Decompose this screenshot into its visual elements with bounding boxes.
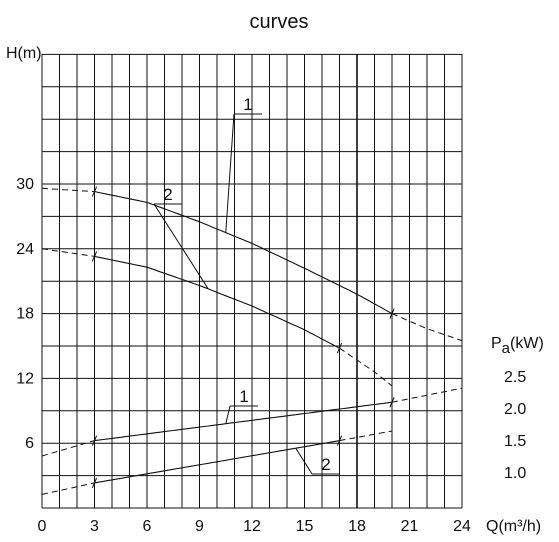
curves-layer: 1 2 1 2 xyxy=(41,95,463,495)
curve-label-leader xyxy=(295,447,313,475)
left-tick-label: 24 xyxy=(16,241,34,258)
curve-H-1 xyxy=(94,191,393,315)
curve-P-1 xyxy=(94,401,393,442)
x-tick-label: 18 xyxy=(348,518,366,535)
curve-P-2-dashed-start xyxy=(41,482,95,495)
x-tick-label: 24 xyxy=(453,518,471,535)
curve-H-2 xyxy=(94,255,340,349)
range-limit-mark xyxy=(92,477,97,489)
right-axis-label-unit: (kW) xyxy=(510,335,544,352)
x-tick-label: 0 xyxy=(38,518,47,535)
left-tick-label: 30 xyxy=(16,176,34,193)
range-limit-mark xyxy=(92,435,97,446)
right-tick-label: 1.0 xyxy=(504,465,526,482)
left-tick-label: 6 xyxy=(25,435,34,452)
x-tick-label: 9 xyxy=(195,518,204,535)
curve-H-2-dashed-start xyxy=(41,248,95,257)
curve-label-leader xyxy=(153,203,209,290)
curve-P-1-dashed-end xyxy=(391,387,463,403)
curve-label: 1 xyxy=(239,387,248,406)
range-limit-mark xyxy=(92,251,97,262)
left-tick-label: 18 xyxy=(16,306,34,323)
curve-label: 2 xyxy=(321,455,330,474)
curve-label-leader xyxy=(225,113,235,233)
curve-label: 1 xyxy=(243,95,252,114)
curve-label: 2 xyxy=(163,185,172,204)
range-limit-mark xyxy=(389,397,395,408)
x-tick-label: 6 xyxy=(143,518,152,535)
curve-H-1-dashed-start xyxy=(41,187,95,193)
right-axis-label-power: Pa(kW) xyxy=(491,335,544,357)
curve-H-2-dashed-end xyxy=(339,347,393,387)
right-tick-label: 2.5 xyxy=(504,369,526,386)
range-limit-mark xyxy=(337,343,342,354)
chart-title: curves xyxy=(250,11,309,33)
chart-grid xyxy=(41,53,463,509)
y-axis-label-h: H(m) xyxy=(6,45,42,62)
right-axis-label-p: P xyxy=(491,335,502,352)
range-limit-mark xyxy=(92,186,97,197)
x-axis-label-q: Q(m³/h) xyxy=(486,518,541,535)
left-tick-label: 12 xyxy=(16,370,34,387)
x-tick-label: 12 xyxy=(243,518,261,535)
x-tick-label: 3 xyxy=(90,518,99,535)
right-tick-labels: 1.0 1.5 2.0 2.5 xyxy=(504,369,526,482)
curve-P-2-dashed-end xyxy=(339,430,393,442)
curve-P-2 xyxy=(94,440,340,484)
right-tick-label: 2.0 xyxy=(504,401,526,418)
curve-P-1-dashed-start xyxy=(41,440,95,457)
right-axis-label-sub: a xyxy=(502,340,511,357)
right-tick-label: 1.5 xyxy=(504,433,526,450)
x-tick-labels: 0 3 6 9 12 15 18 21 24 xyxy=(38,518,471,535)
range-limit-mark xyxy=(337,435,342,446)
range-limit-mark xyxy=(389,308,395,319)
left-tick-labels: 6 12 18 24 30 xyxy=(16,176,34,452)
curve-label-leader xyxy=(225,405,231,424)
x-tick-label: 21 xyxy=(401,518,419,535)
curve-H-1-dashed-end xyxy=(391,313,463,342)
x-tick-label: 15 xyxy=(296,518,314,535)
